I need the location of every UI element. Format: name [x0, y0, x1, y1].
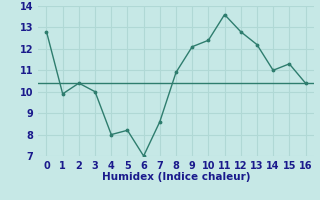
X-axis label: Humidex (Indice chaleur): Humidex (Indice chaleur): [102, 172, 250, 182]
